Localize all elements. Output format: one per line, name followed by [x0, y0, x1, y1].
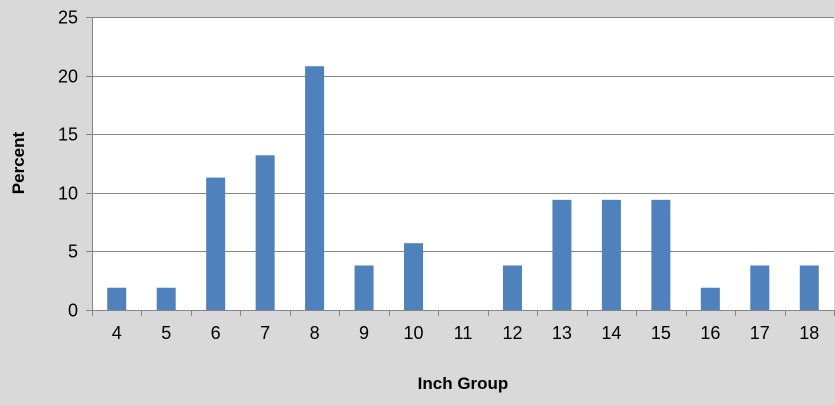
x-tick-label: 17	[750, 323, 770, 343]
bar	[156, 287, 176, 310]
bars	[107, 66, 819, 310]
bar	[700, 287, 720, 310]
y-tick-labels: 0 5 10 15 20 25	[58, 8, 78, 321]
bar	[255, 155, 275, 310]
bar	[206, 177, 226, 310]
x-tick-label: 4	[112, 323, 122, 343]
x-tick-label: 13	[552, 323, 572, 343]
y-tick-label: 5	[68, 242, 78, 262]
x-tick-label: 6	[211, 323, 221, 343]
x-tick-label: 14	[601, 323, 621, 343]
x-tick-label: 18	[799, 323, 819, 343]
x-tick-label: 12	[502, 323, 522, 343]
axes	[92, 17, 835, 316]
bar	[601, 199, 621, 310]
y-tick-label: 20	[58, 67, 78, 87]
bar	[404, 243, 424, 310]
y-tick-label: 10	[58, 184, 78, 204]
bar	[107, 287, 127, 310]
x-tick-label: 9	[359, 323, 369, 343]
y-tick-label: 0	[68, 301, 78, 321]
bar	[750, 265, 770, 310]
x-tick-label: 8	[310, 323, 320, 343]
x-tick-label: 11	[454, 323, 473, 343]
bar	[651, 199, 671, 310]
y-tick-label: 25	[58, 8, 78, 28]
x-tick-label: 16	[700, 323, 720, 343]
bar	[552, 199, 572, 310]
plot-area	[92, 17, 834, 310]
y-tick-label: 15	[58, 125, 78, 145]
x-axis-title: Inch Group	[418, 374, 509, 393]
x-tick-labels: 4 5 6 7 8 9 10 11 12 13 14 15 16 17 18	[112, 323, 820, 343]
y-axis-title: Percent	[9, 131, 28, 194]
x-tick-label: 5	[161, 323, 171, 343]
x-tick-label: 10	[404, 323, 424, 343]
x-tick-label: 7	[260, 323, 270, 343]
bar	[502, 265, 522, 310]
bar	[305, 66, 325, 310]
x-tick-label: 15	[651, 323, 671, 343]
bar	[799, 265, 819, 310]
bar	[354, 265, 374, 310]
